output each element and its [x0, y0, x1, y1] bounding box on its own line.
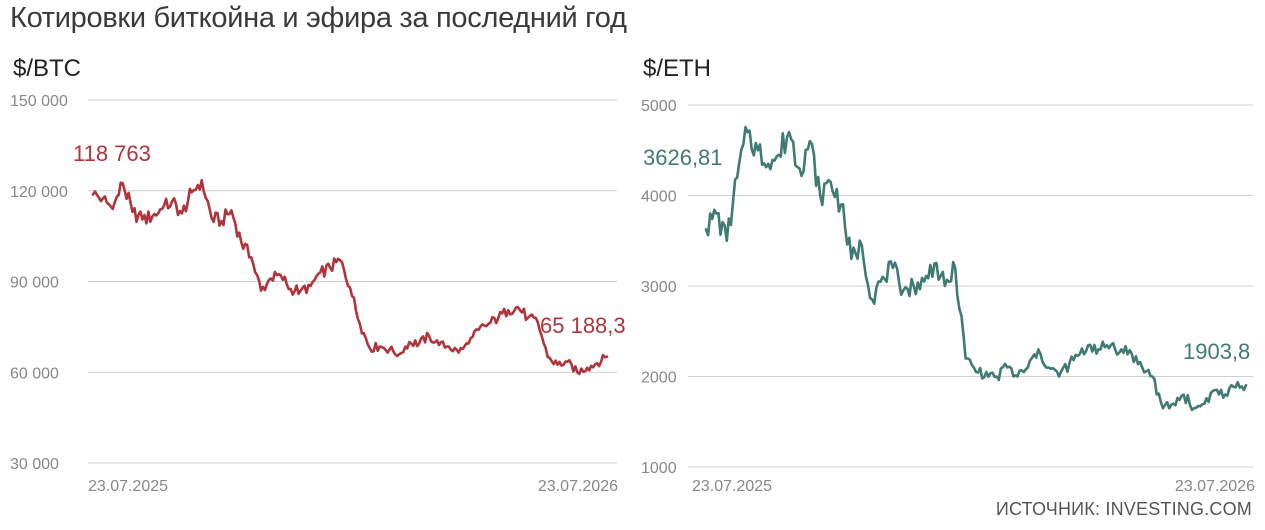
btc-x-tick-end: 23.07.2026: [538, 478, 618, 495]
eth-panel-label: $/ETH: [643, 55, 712, 82]
chart-title: Котировки биткойна и эфира за последний …: [10, 2, 627, 34]
btc-y-tick-label: 90 000: [10, 275, 59, 292]
btc-x-tick-start: 23.07.2025: [88, 478, 168, 495]
eth-y-tick-label: 3000: [641, 279, 677, 296]
eth-y-tick-label: 1000: [641, 460, 677, 477]
eth-y-tick-label: 4000: [641, 189, 677, 206]
btc-y-tick-label: 60 000: [10, 365, 59, 382]
eth-x-tick-start: 23.07.2025: [692, 478, 772, 495]
eth-x-tick-end: 23.07.2026: [1175, 478, 1255, 495]
eth-y-tick-label: 5000: [641, 98, 677, 115]
eth-start-value-label: 3626,81: [643, 145, 723, 170]
source-note: ИСТОЧНИК: INVESTING.COM: [995, 499, 1252, 519]
eth-y-tick-label: 2000: [641, 370, 677, 387]
btc-y-tick-label: 150 000: [10, 93, 68, 110]
btc-y-tick-label: 30 000: [10, 456, 59, 473]
btc-start-value-label: 118 763: [73, 141, 151, 166]
btc-panel-label: $/BTC: [13, 55, 82, 82]
btc-y-tick-label: 120 000: [10, 184, 68, 201]
eth-end-value-label: 1903,8: [1183, 339, 1250, 364]
btc-end-value-label: 65 188,3: [540, 313, 626, 338]
eth-price-line: [704, 125, 1248, 412]
btc-price-line: [91, 178, 609, 376]
